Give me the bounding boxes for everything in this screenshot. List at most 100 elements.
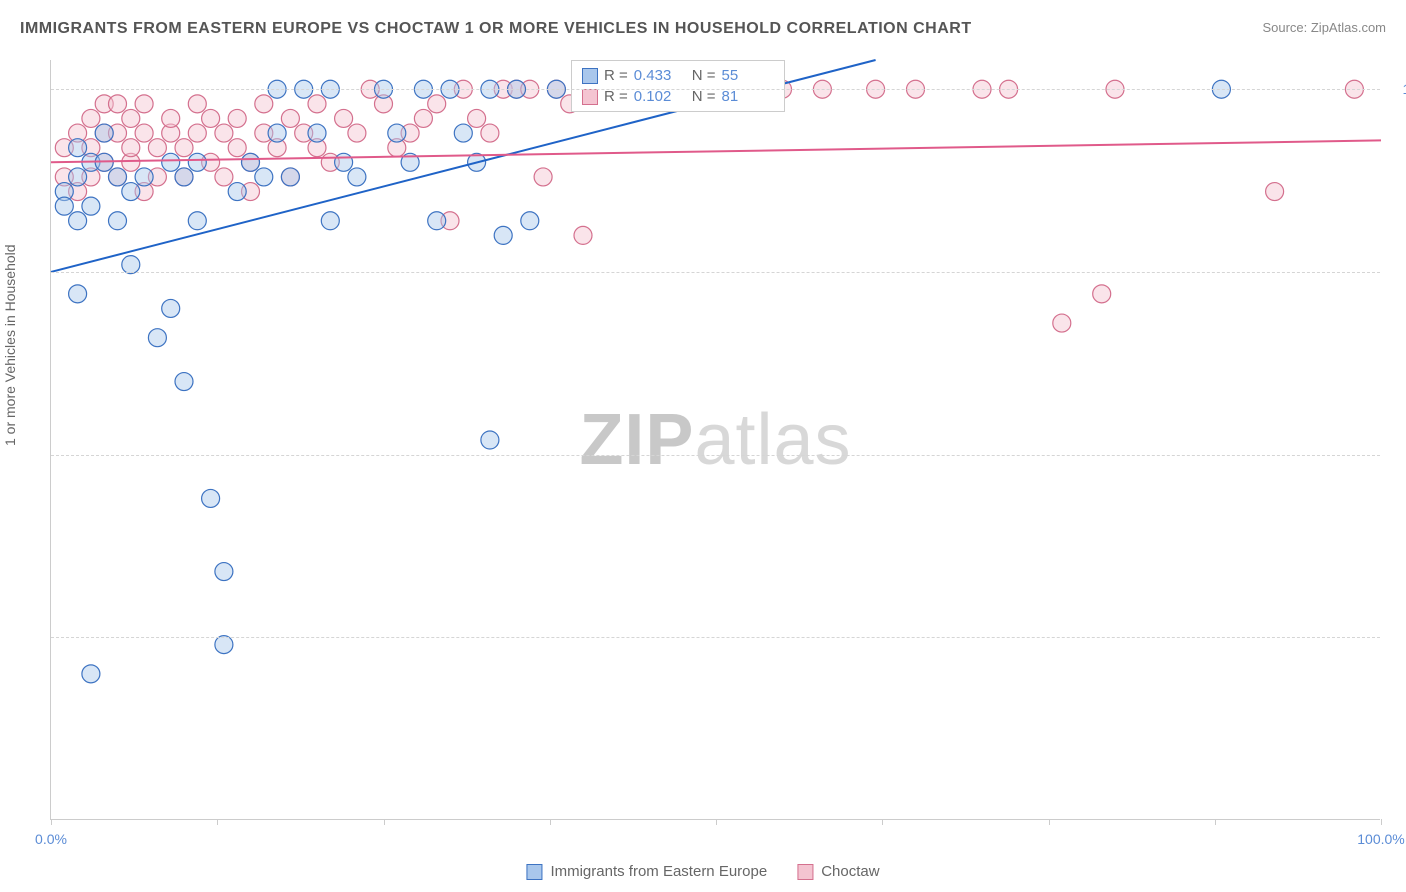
data-point (268, 124, 286, 142)
data-point (494, 226, 512, 244)
xtick-mark (384, 819, 385, 825)
data-point (1053, 314, 1071, 332)
xtick-mark (1381, 819, 1382, 825)
data-point (348, 124, 366, 142)
data-point (468, 109, 486, 127)
data-point (388, 124, 406, 142)
data-point (321, 212, 339, 230)
data-point (228, 183, 246, 201)
data-point (308, 95, 326, 113)
legend-r-label: R = (604, 88, 628, 105)
gridline-h (51, 272, 1380, 273)
data-point (188, 124, 206, 142)
correlation-legend: R = 0.433 N = 55 R = 0.102 N = 81 (571, 60, 785, 112)
data-point (1266, 183, 1284, 201)
xtick-label: 100.0% (1357, 831, 1404, 847)
data-point (175, 373, 193, 391)
data-point (162, 153, 180, 171)
data-point (481, 431, 499, 449)
legend-r-value: 0.433 (634, 67, 686, 84)
data-point (348, 168, 366, 186)
data-point (1093, 285, 1111, 303)
data-point (175, 168, 193, 186)
data-point (135, 168, 153, 186)
legend-n-label: N = (692, 88, 716, 105)
gridline-h (51, 455, 1380, 456)
data-point (188, 95, 206, 113)
ytick-label: 75.0% (1390, 447, 1406, 463)
chart-title: IMMIGRANTS FROM EASTERN EUROPE VS CHOCTA… (20, 20, 972, 38)
data-point (188, 153, 206, 171)
source-attribution: Source: ZipAtlas.com (1262, 20, 1386, 35)
data-point (335, 109, 353, 127)
data-point (228, 109, 246, 127)
xtick-mark (550, 819, 551, 825)
data-point (255, 95, 273, 113)
xtick-mark (882, 819, 883, 825)
data-point (481, 124, 499, 142)
legend-item: Choctaw (797, 863, 879, 880)
data-point (574, 226, 592, 244)
legend-r-value: 0.102 (634, 88, 686, 105)
data-point (82, 109, 100, 127)
data-point (122, 139, 140, 157)
data-point (122, 109, 140, 127)
xtick-mark (1049, 819, 1050, 825)
data-point (281, 109, 299, 127)
data-point (414, 109, 432, 127)
legend-row: R = 0.433 N = 55 (582, 65, 774, 86)
data-point (95, 124, 113, 142)
data-point (215, 636, 233, 654)
gridline-h (51, 637, 1380, 638)
data-point (109, 212, 127, 230)
data-point (69, 285, 87, 303)
data-point (215, 168, 233, 186)
data-point (122, 256, 140, 274)
data-point (69, 168, 87, 186)
data-point (69, 212, 87, 230)
gridline-h (51, 89, 1380, 90)
data-point (281, 168, 299, 186)
data-point (534, 168, 552, 186)
plot-area: ZIPatlas R =0.433N =55R =0.102N =81 62.5… (50, 60, 1380, 820)
data-point (202, 489, 220, 507)
data-point (82, 665, 100, 683)
chart-svg (51, 60, 1380, 819)
legend-item: Immigrants from Eastern Europe (526, 863, 767, 880)
data-point (335, 153, 353, 171)
data-point (215, 563, 233, 581)
data-point (162, 299, 180, 317)
legend-swatch (797, 864, 813, 880)
xtick-label: 0.0% (35, 831, 67, 847)
legend-n-label: N = (692, 67, 716, 84)
data-point (122, 183, 140, 201)
data-point (428, 95, 446, 113)
legend-swatch (582, 89, 598, 105)
data-point (428, 212, 446, 230)
data-point (109, 95, 127, 113)
legend-n-value: 55 (722, 67, 774, 84)
series-legend: Immigrants from Eastern Europe Choctaw (526, 863, 879, 880)
data-point (228, 139, 246, 157)
data-point (454, 124, 472, 142)
data-point (148, 329, 166, 347)
yaxis-title: 1 or more Vehicles in Household (2, 244, 18, 446)
data-point (82, 197, 100, 215)
data-point (521, 212, 539, 230)
data-point (308, 124, 326, 142)
data-point (69, 139, 87, 157)
legend-label: Choctaw (821, 863, 879, 880)
data-point (255, 168, 273, 186)
data-point (135, 95, 153, 113)
xtick-mark (1215, 819, 1216, 825)
data-point (215, 124, 233, 142)
ytick-label: 100.0% (1390, 81, 1406, 97)
ytick-label: 62.5% (1390, 629, 1406, 645)
legend-swatch (526, 864, 542, 880)
legend-label: Immigrants from Eastern Europe (550, 863, 767, 880)
data-point (109, 168, 127, 186)
xtick-mark (217, 819, 218, 825)
legend-r-label: R = (604, 67, 628, 84)
legend-swatch (582, 68, 598, 84)
legend-n-value: 81 (722, 88, 774, 105)
